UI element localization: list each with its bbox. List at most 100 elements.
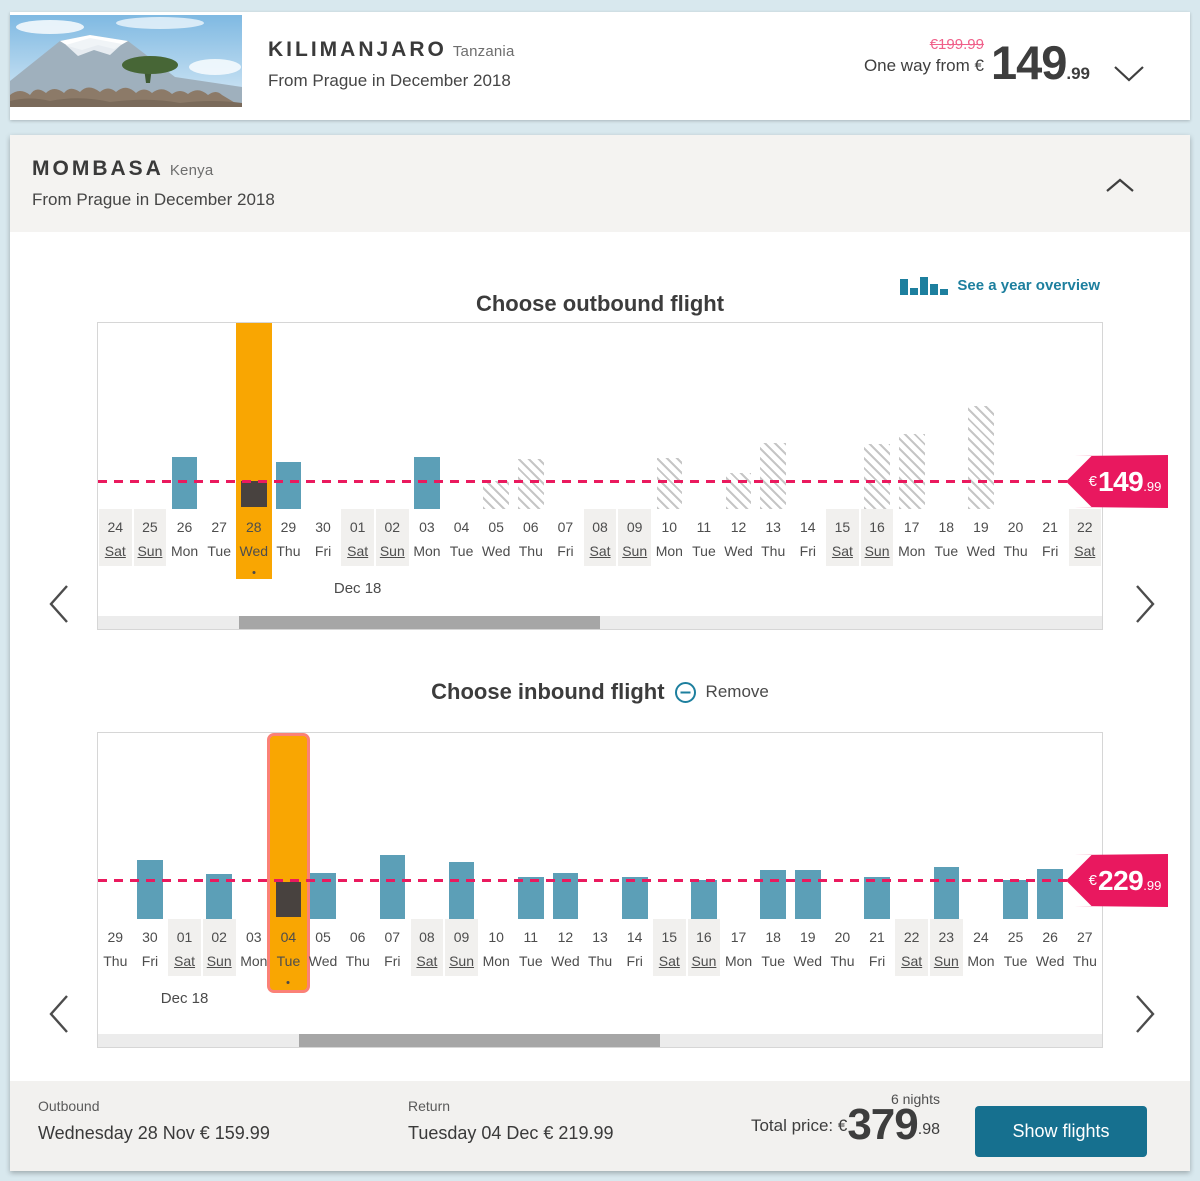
price-bar-actual[interactable]	[275, 462, 302, 509]
price-bar-selected[interactable]	[275, 882, 302, 917]
date-label[interactable]: 25 Sun	[133, 509, 167, 566]
date-label[interactable]: 20 Thu	[826, 919, 859, 976]
date-column-25-tue[interactable]: 25 Tue	[998, 733, 1033, 976]
date-column-23-sun[interactable]: 23 Sun	[929, 733, 964, 976]
date-column-04-tue[interactable]: 04 Tue	[444, 323, 479, 566]
destination-card-kilimanjaro[interactable]: KILIMANJARO Tanzania From Prague in Decem…	[10, 12, 1190, 120]
date-label[interactable]: 12 Wed	[549, 919, 582, 976]
inbound-chart-scrollbar[interactable]	[98, 1034, 1102, 1047]
date-label[interactable]: 02 Sun	[202, 919, 236, 976]
price-bar-estimated[interactable]	[656, 458, 683, 509]
date-column-13-thu[interactable]: 13 Thu	[756, 323, 791, 566]
date-column-19-wed[interactable]: 19 Wed	[791, 733, 826, 976]
date-column-24-mon[interactable]: 24 Mon	[964, 733, 999, 976]
date-label[interactable]: 18 Tue	[757, 919, 790, 976]
date-label[interactable]: 15 Sat	[826, 509, 859, 566]
date-column-17-mon[interactable]: 17 Mon	[894, 323, 929, 566]
chevron-up-icon[interactable]	[1105, 177, 1135, 194]
outbound-chart-scrollbar[interactable]	[98, 616, 1102, 629]
date-label[interactable]: 04 Tue	[445, 509, 478, 566]
date-column-09-sun[interactable]: 09 Sun	[444, 733, 479, 976]
date-column-18-tue[interactable]: 18 Tue	[929, 323, 964, 566]
date-label[interactable]: 14 Fri	[618, 919, 651, 976]
date-label[interactable]: 15 Sat	[653, 919, 686, 976]
date-column-25-sun[interactable]: 25 Sun	[133, 323, 168, 566]
date-column-11-tue[interactable]: 11 Tue	[687, 323, 722, 566]
date-column-15-sat[interactable]: 15 Sat	[825, 323, 860, 566]
date-column-09-sun[interactable]: 09 Sun	[617, 323, 652, 566]
date-column-30-fri[interactable]: 30 Fri	[306, 323, 341, 566]
date-label[interactable]: 09 Sun	[445, 919, 478, 976]
price-bar-actual[interactable]	[1037, 869, 1063, 919]
date-label[interactable]: 27 Thu	[1069, 919, 1102, 976]
date-label[interactable]: 01 Sat	[168, 919, 201, 976]
price-bar-actual[interactable]	[448, 862, 475, 919]
date-column-29-thu[interactable]: 29 Thu	[271, 323, 306, 566]
date-label[interactable]: 13 Thu	[584, 919, 617, 976]
date-column-01-sat[interactable]: 01 Sat	[340, 323, 375, 566]
date-column-10-mon[interactable]: 10 Mon	[479, 733, 514, 976]
inbound-prev-arrow[interactable]	[46, 992, 72, 1036]
price-bar-estimated[interactable]	[725, 473, 752, 509]
date-label[interactable]: 10 Mon	[480, 919, 513, 976]
remove-label[interactable]: Remove	[705, 682, 769, 701]
date-column-21-fri[interactable]: 21 Fri	[1033, 323, 1068, 566]
date-column-03-mon[interactable]: 03 Mon	[237, 733, 272, 976]
date-column-05-wed[interactable]: 05 Wed	[479, 323, 514, 566]
scrollbar-thumb[interactable]	[238, 616, 600, 629]
date-column-16-sun[interactable]: 16 Sun	[860, 323, 895, 566]
date-column-12-wed[interactable]: 12 Wed	[721, 323, 756, 566]
date-column-14-fri[interactable]: 14 Fri	[791, 323, 826, 566]
date-label[interactable]: 09 Sun	[618, 509, 651, 566]
date-label[interactable]: 08 Sat	[583, 509, 617, 566]
outbound-prev-arrow[interactable]	[46, 582, 72, 626]
date-column-04-tue[interactable]: 04 Tue	[267, 733, 310, 993]
date-label[interactable]: 08 Sat	[410, 919, 444, 976]
price-bar-actual[interactable]	[691, 880, 717, 919]
date-label[interactable]: 25 Tue	[999, 919, 1032, 976]
date-column-26-wed[interactable]: 26 Wed	[1033, 733, 1068, 976]
date-column-18-tue[interactable]: 18 Tue	[756, 733, 791, 976]
date-column-17-mon[interactable]: 17 Mon	[721, 733, 756, 976]
outbound-next-arrow[interactable]	[1132, 582, 1158, 626]
date-column-07-fri[interactable]: 07 Fri	[375, 733, 410, 976]
panel-header[interactable]: MOMBASA Kenya From Prague in December 201…	[10, 135, 1190, 232]
date-label[interactable]: 22 Sat	[1068, 509, 1102, 566]
price-bar-actual[interactable]	[864, 877, 890, 919]
date-label[interactable]: 29 Thu	[99, 919, 132, 976]
date-label[interactable]: 06 Thu	[341, 919, 374, 976]
date-column-11-tue[interactable]: 11 Tue	[514, 733, 549, 976]
date-label[interactable]: 03 Mon	[411, 509, 444, 566]
date-column-08-sat[interactable]: 08 Sat	[410, 733, 445, 976]
date-column-21-fri[interactable]: 21 Fri	[860, 733, 895, 976]
date-label[interactable]: 12 Wed	[722, 509, 755, 566]
date-label[interactable]: 17 Mon	[895, 509, 928, 566]
date-label[interactable]: 22 Sat	[895, 919, 928, 976]
date-column-30-fri[interactable]: 30 Fri	[133, 733, 168, 976]
price-bar-estimated[interactable]	[968, 406, 994, 509]
date-column-20-thu[interactable]: 20 Thu	[998, 323, 1033, 566]
date-label[interactable]: 11 Tue	[688, 509, 721, 566]
date-label[interactable]: 16 Sun	[687, 919, 721, 976]
date-column-08-sat[interactable]: 08 Sat	[583, 323, 618, 566]
date-column-10-mon[interactable]: 10 Mon	[652, 323, 687, 566]
date-column-29-thu[interactable]: 29 Thu	[98, 733, 133, 976]
date-label[interactable]: 18 Tue	[930, 509, 963, 566]
date-label[interactable]: 16 Sun	[860, 509, 894, 566]
date-column-12-wed[interactable]: 12 Wed	[548, 733, 583, 976]
date-label[interactable]: 06 Thu	[515, 509, 548, 566]
date-label[interactable]: 30 Fri	[134, 919, 167, 976]
date-column-03-mon[interactable]: 03 Mon	[410, 323, 445, 566]
chevron-down-icon[interactable]	[1112, 64, 1146, 84]
scrollbar-thumb[interactable]	[298, 1034, 661, 1047]
price-bar-estimated[interactable]	[864, 444, 890, 509]
date-label[interactable]: 21 Fri	[1034, 509, 1067, 566]
price-bar-selected[interactable]	[241, 481, 267, 507]
date-column-13-thu[interactable]: 13 Thu	[583, 733, 618, 976]
price-bar-estimated[interactable]	[483, 481, 509, 509]
inbound-next-arrow[interactable]	[1132, 992, 1158, 1036]
date-column-02-sun[interactable]: 02 Sun	[375, 323, 410, 566]
date-column-01-sat[interactable]: 01 Sat	[167, 733, 202, 976]
date-label[interactable]: 24 Sat	[99, 509, 132, 566]
price-bar-actual[interactable]	[621, 877, 648, 919]
